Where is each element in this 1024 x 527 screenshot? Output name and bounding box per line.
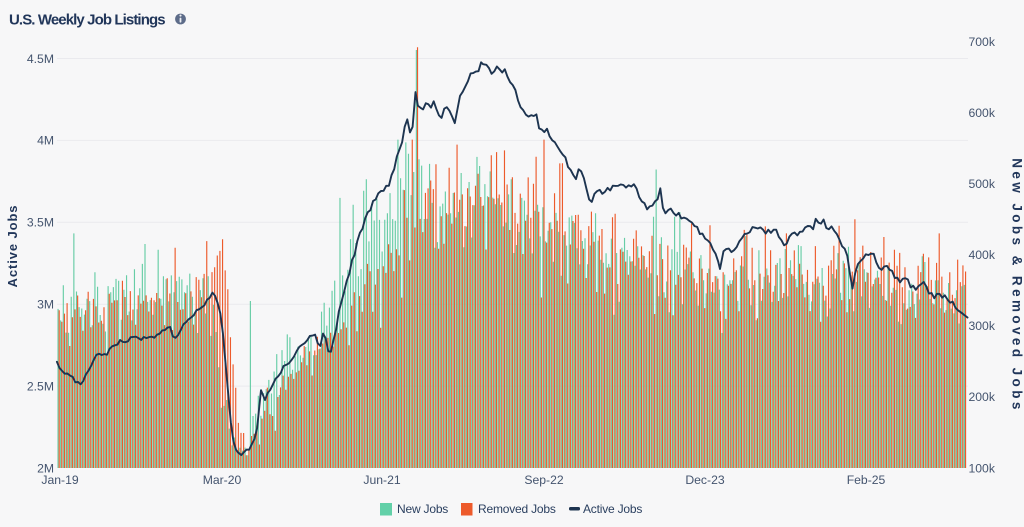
svg-text:2M: 2M [37,461,54,475]
svg-text:4.5M: 4.5M [27,52,54,66]
svg-text:New Jobs: New Jobs [397,502,448,516]
svg-text:400k: 400k [969,248,996,262]
svg-text:Mar-20: Mar-20 [203,473,242,487]
svg-text:Feb-25: Feb-25 [847,473,886,487]
svg-text:300k: 300k [969,319,996,333]
svg-text:Active Jobs: Active Jobs [583,502,642,516]
svg-text:3.5M: 3.5M [27,216,54,230]
svg-text:Active Jobs: Active Jobs [5,205,20,288]
svg-text:100k: 100k [969,461,996,475]
svg-text:Jan-19: Jan-19 [41,473,78,487]
svg-text:New Jobs & Removed Jobs: New Jobs & Removed Jobs [1010,158,1024,413]
svg-text:Sep-22: Sep-22 [524,473,564,487]
svg-text:Removed Jobs: Removed Jobs [478,502,556,516]
svg-text:200k: 200k [969,390,996,404]
svg-text:Dec-23: Dec-23 [685,473,725,487]
svg-text:500k: 500k [969,177,996,191]
svg-text:600k: 600k [969,106,996,120]
svg-text:4M: 4M [37,134,54,148]
svg-text:3M: 3M [37,298,54,312]
svg-text:700k: 700k [969,35,996,49]
svg-text:2.5M: 2.5M [27,379,54,393]
svg-text:Jun-21: Jun-21 [363,473,400,487]
svg-text:U.S. Weekly Job Listings: U.S. Weekly Job Listings [9,12,165,29]
